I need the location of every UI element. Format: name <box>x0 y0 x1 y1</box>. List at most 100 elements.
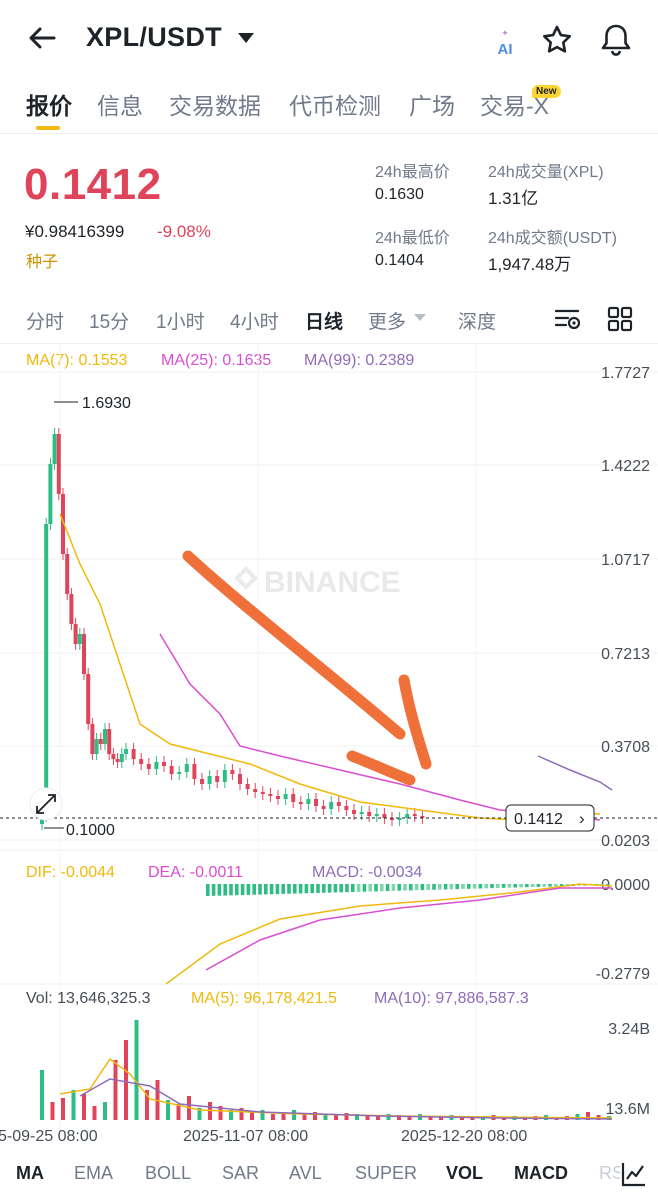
candle-body <box>314 799 318 806</box>
candle-body <box>107 729 112 754</box>
low-label: 24h最低价 <box>375 230 450 247</box>
macd-histogram-bar <box>455 884 459 890</box>
volume-bar <box>313 1112 317 1120</box>
indicator-rsi[interactable]: RS <box>599 1163 625 1183</box>
macd-histogram-bar <box>380 884 384 892</box>
volume-bar <box>250 1112 254 1120</box>
drawn-arrow-head-left <box>346 750 416 786</box>
interval-more[interactable]: 更多 <box>368 312 407 333</box>
interval-time[interactable]: 分时 <box>26 312 65 333</box>
star-icon[interactable] <box>541 24 573 56</box>
macd-histogram-bar <box>414 884 419 891</box>
volume-bar <box>218 1106 223 1120</box>
macd-histogram-bar <box>374 884 378 892</box>
macd-histogram-bar <box>385 884 390 892</box>
vol-ma10-line <box>79 1078 613 1120</box>
candle-body <box>115 759 120 762</box>
macd-histogram-bar <box>333 884 338 893</box>
indicator-boll[interactable]: BOLL <box>145 1163 192 1183</box>
tab-info[interactable]: 信息 <box>97 93 143 119</box>
kline-chart[interactable]: 1.7727 1.4222 1.0717 0.7213 0.3708 0.0203 BINA… <box>0 344 658 1156</box>
interval-1d[interactable]: 日线 <box>305 312 344 333</box>
candle-body <box>230 770 235 774</box>
svg-text:✦: ✦ <box>501 28 509 38</box>
candle-body <box>382 814 387 818</box>
tab-token-check[interactable]: 代币检测 <box>289 93 381 119</box>
binance-watermark: BINANCE <box>234 566 401 599</box>
indicator-ema[interactable]: EMA <box>74 1163 114 1183</box>
dea-line <box>205 887 612 971</box>
candle-body <box>192 764 197 779</box>
macd-histogram-bar <box>310 884 314 894</box>
macd-histogram-bar <box>478 884 483 889</box>
candle-body <box>77 634 82 644</box>
interval-1h[interactable]: 1小时 <box>156 312 205 333</box>
candle-body <box>154 762 159 769</box>
chart-settings-icon[interactable] <box>553 306 581 332</box>
ma99-line <box>537 755 613 791</box>
macd-histogram-bar <box>362 884 367 892</box>
candle-body <box>65 554 70 594</box>
current-price-label: 0.1412 <box>514 811 563 828</box>
candle-body <box>321 806 326 809</box>
macd-histogram-bar <box>258 884 262 895</box>
candle-body <box>344 806 349 810</box>
back-arrow-icon[interactable] <box>26 22 58 54</box>
seed-tag[interactable]: 种子 <box>26 254 59 271</box>
price-axis-label: 1.0717 <box>601 552 650 569</box>
divider <box>0 343 658 344</box>
volume-bar <box>365 1115 370 1120</box>
candle-body <box>184 764 189 772</box>
macd-histogram-bar <box>281 884 285 894</box>
interval-depth[interactable]: 深度 <box>458 312 497 333</box>
macd-histogram-bar <box>217 884 222 896</box>
interval-15m[interactable]: 15分 <box>89 312 130 333</box>
tab-square[interactable]: 广场 <box>409 93 455 119</box>
caret-down-icon[interactable] <box>238 33 254 43</box>
ai-icon[interactable]: ✦ AI <box>490 24 522 58</box>
indicator-super[interactable]: SUPER <box>355 1163 418 1183</box>
macd-axis-label: 0.0000 <box>601 877 650 894</box>
low-price-label: 0.1000 <box>66 822 115 839</box>
volume-bar <box>166 1100 170 1120</box>
macd-histogram-bar <box>542 884 546 887</box>
amount-value: 1,947.48万 <box>488 255 572 274</box>
bell-icon[interactable] <box>599 22 633 58</box>
volume-bar <box>386 1114 391 1120</box>
macd-histogram-bar <box>426 884 430 890</box>
dea-legend: DEA: -0.0011 <box>148 864 243 881</box>
macd-histogram-bar <box>368 884 372 892</box>
candle-body <box>94 739 99 754</box>
indicator-ma[interactable]: MA <box>16 1163 44 1183</box>
candle-body <box>405 814 410 818</box>
price-change: -9.08% <box>157 222 211 241</box>
indicator-settings-icon[interactable] <box>620 1160 648 1188</box>
macd-histogram-bar <box>501 884 506 888</box>
high-price-label: 1.6930 <box>82 395 131 412</box>
macd-histogram-bar <box>229 884 233 896</box>
indicator-sar[interactable]: SAR <box>222 1163 260 1183</box>
candle-body <box>367 812 372 816</box>
candle-body <box>90 724 95 754</box>
macd-histogram-bar <box>484 884 488 889</box>
macd-histogram-bar <box>322 884 326 893</box>
interval-4h[interactable]: 4小时 <box>230 312 279 333</box>
indicator-macd[interactable]: MACD <box>514 1163 568 1183</box>
tab-trading-data[interactable]: 交易数据 <box>169 93 261 119</box>
layout-grid-icon[interactable] <box>607 306 633 332</box>
tab-quote[interactable]: 报价 <box>26 93 72 119</box>
macd-histogram-bar <box>432 884 436 890</box>
indicator-vol[interactable]: VOL <box>446 1163 484 1183</box>
candle-body <box>329 802 334 809</box>
pair-title[interactable]: XPL/USDT <box>86 22 222 52</box>
volume-bar <box>71 1090 76 1120</box>
main-tabs: 报价 信息 交易数据 代币检测 广场 交易-X New <box>0 82 658 134</box>
ma7-legend: MA(7): 0.1553 <box>26 352 128 369</box>
macd-histogram-bar <box>264 884 268 895</box>
volume-bar <box>197 1108 202 1120</box>
top-bar: XPL/USDT ✦ AI <box>0 0 658 80</box>
volume-bar <box>292 1110 296 1120</box>
macd-histogram-bar <box>339 884 343 893</box>
indicator-avl[interactable]: AVL <box>289 1163 322 1183</box>
volume-bar <box>302 1114 307 1120</box>
